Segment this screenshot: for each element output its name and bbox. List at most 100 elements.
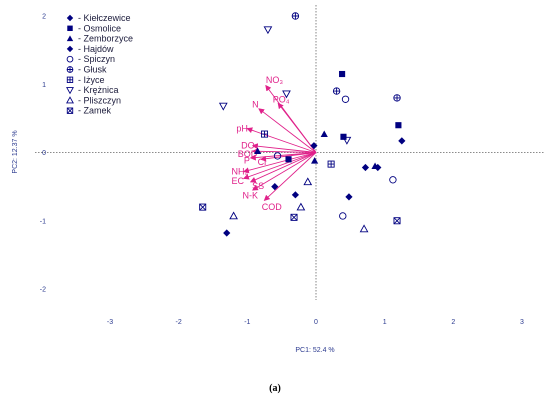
series-spiczyn bbox=[273, 95, 397, 220]
data-point bbox=[340, 133, 347, 140]
y-tick-label: -1 bbox=[40, 218, 46, 225]
data-point bbox=[393, 217, 401, 225]
loading-vector-arrow bbox=[260, 152, 317, 162]
legend-label: - Osmolice bbox=[78, 23, 121, 33]
series-iżyce bbox=[260, 130, 335, 168]
data-point bbox=[291, 12, 300, 20]
legend-label: - Iżyce bbox=[78, 75, 105, 85]
x-tick-label: 3 bbox=[520, 319, 524, 326]
data-point bbox=[260, 130, 269, 138]
figure-caption: (a) bbox=[269, 383, 281, 394]
loading-vector-label: N bbox=[252, 100, 259, 110]
x-tick-label: -2 bbox=[176, 319, 182, 326]
data-point bbox=[291, 191, 299, 199]
series-zemborzyce bbox=[254, 130, 379, 170]
loading-vector-label: P bbox=[244, 156, 250, 166]
y-tick-label: 1 bbox=[42, 82, 46, 89]
data-point bbox=[296, 202, 306, 211]
data-point bbox=[285, 156, 292, 163]
data-point bbox=[199, 203, 207, 211]
y-tick-label: 2 bbox=[42, 14, 46, 21]
series-krężnica bbox=[218, 26, 352, 145]
legend-label: - Zemborzyce bbox=[78, 34, 133, 44]
data-point bbox=[254, 147, 262, 155]
legend-marker bbox=[66, 76, 74, 83]
loading-vector-label: N-K bbox=[243, 190, 259, 200]
legend-label: - Spiczyn bbox=[78, 54, 115, 64]
series-kiełczewice bbox=[310, 137, 406, 172]
legend-label: - Zamek bbox=[78, 106, 112, 116]
loading-vector-arrow bbox=[246, 127, 317, 153]
legend-marker bbox=[66, 107, 74, 114]
data-point bbox=[398, 137, 406, 145]
data-point bbox=[341, 95, 350, 103]
data-point bbox=[342, 136, 352, 145]
series-hajdów bbox=[223, 183, 353, 237]
legend-marker bbox=[66, 87, 74, 95]
data-point bbox=[223, 229, 231, 237]
legend-label: - Pliszczyn bbox=[78, 95, 121, 105]
data-point bbox=[273, 152, 282, 160]
loading-vector-arrow bbox=[263, 152, 317, 201]
legend-marker bbox=[67, 25, 73, 32]
data-point bbox=[303, 177, 313, 186]
loading-vector-arrow bbox=[251, 152, 317, 191]
data-point bbox=[395, 122, 402, 129]
data-point bbox=[327, 160, 335, 168]
data-point bbox=[361, 163, 370, 172]
score-points bbox=[199, 12, 406, 237]
loading-vector-arrow bbox=[242, 152, 317, 180]
y-tick-label: -2 bbox=[40, 287, 46, 294]
data-point bbox=[359, 224, 369, 233]
legend-marker bbox=[66, 14, 74, 22]
loading-vector-arrow bbox=[249, 152, 317, 183]
loading-vector-label: EC bbox=[232, 176, 245, 186]
loading-vector-label: NH₄ bbox=[232, 167, 249, 177]
legend-marker bbox=[66, 35, 74, 42]
loading-vector-label: BOD bbox=[238, 149, 258, 159]
loading-vector-arrow bbox=[251, 143, 317, 153]
loading-vector-label: DO bbox=[241, 141, 255, 151]
x-tick-label: 1 bbox=[383, 319, 387, 326]
data-point bbox=[389, 176, 397, 184]
data-point bbox=[393, 94, 401, 102]
data-point bbox=[371, 162, 379, 170]
loading-vector-arrow bbox=[277, 102, 317, 153]
legend-label: - Głusk bbox=[78, 65, 107, 75]
data-point bbox=[339, 70, 346, 78]
series-zamek bbox=[199, 203, 401, 225]
data-point bbox=[290, 213, 298, 221]
legend-label: - Krężnica bbox=[78, 85, 119, 95]
loading-vector-label: COD bbox=[262, 202, 283, 212]
loading-vector-label: Cl bbox=[258, 157, 267, 167]
legend-marker bbox=[66, 55, 74, 63]
data-point bbox=[218, 102, 228, 111]
legend-label: - Kiełczewice bbox=[78, 13, 131, 23]
loading-vector-arrow bbox=[251, 148, 317, 155]
y-axis-title: PC2: 12.37 % bbox=[12, 130, 19, 173]
x-tick-label: 2 bbox=[451, 319, 455, 326]
loading-vector-arrow bbox=[242, 152, 317, 174]
series-głusk bbox=[291, 12, 401, 102]
data-point bbox=[339, 212, 347, 220]
loading-vector-label: pH bbox=[236, 124, 248, 134]
legend-marker bbox=[66, 45, 74, 53]
x-tick-label: 0 bbox=[314, 319, 318, 326]
legend-marker bbox=[66, 66, 74, 73]
x-axis-title: PC1: 52.4 % bbox=[295, 347, 334, 354]
y-tick-label: 0 bbox=[42, 150, 46, 157]
data-point bbox=[310, 142, 318, 150]
data-point bbox=[345, 193, 353, 201]
legend: - Kiełczewice- Osmolice- Zemborzyce- Haj… bbox=[66, 13, 133, 116]
loading-vector-label: PO₄ bbox=[273, 94, 290, 104]
series-pliszczyn bbox=[229, 177, 369, 233]
data-point bbox=[282, 90, 291, 99]
data-point bbox=[311, 157, 319, 164]
data-point bbox=[263, 26, 273, 35]
data-point bbox=[332, 87, 341, 95]
data-point bbox=[271, 183, 279, 191]
x-tick-label: -1 bbox=[244, 319, 250, 326]
loading-vector-label: NO₃ bbox=[266, 75, 284, 85]
